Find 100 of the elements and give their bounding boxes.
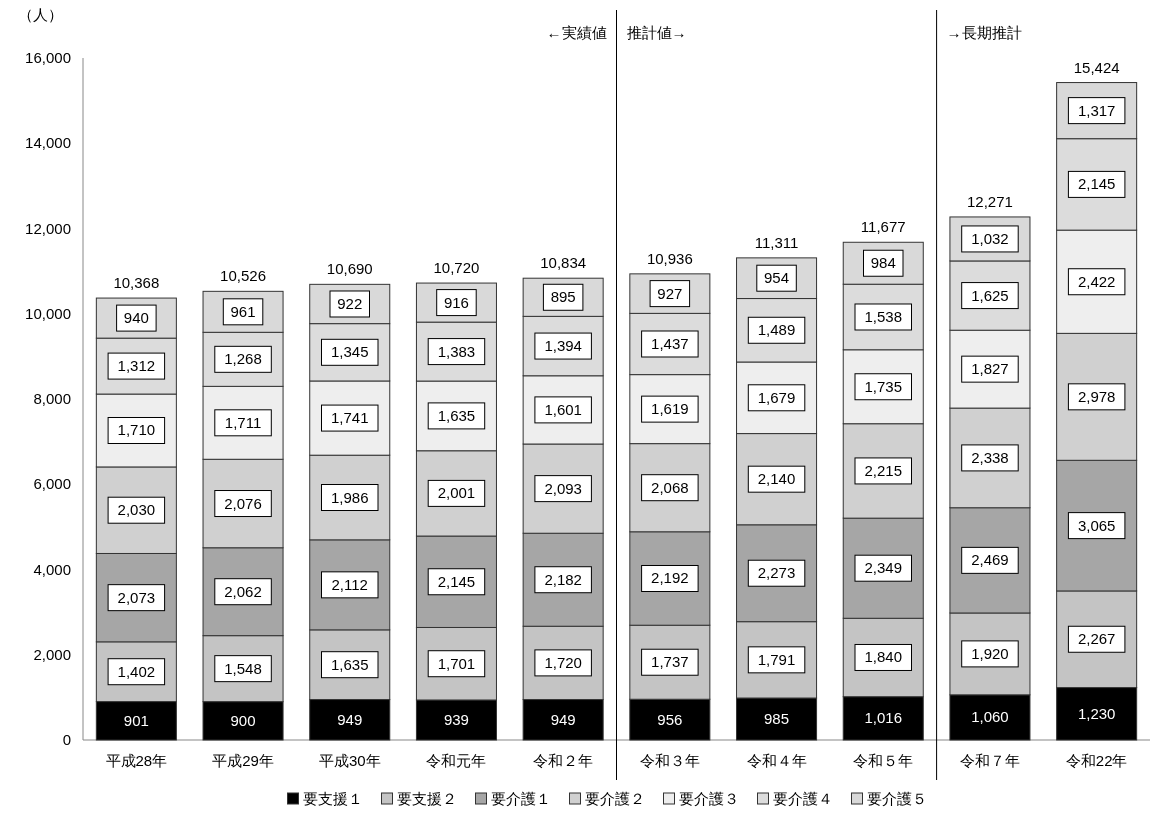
data-label: 2,030 <box>117 501 156 519</box>
x-tick-label: 令和７年 <box>959 752 1020 769</box>
data-label: 984 <box>870 254 896 272</box>
data-label: 2,349 <box>864 559 903 577</box>
total-label: 10,720 <box>433 259 480 277</box>
data-label: 895 <box>550 288 576 306</box>
data-label: 954 <box>764 269 790 287</box>
data-label: 1,016 <box>864 709 903 727</box>
data-label: 1,827 <box>971 360 1009 378</box>
x-tick-label: 平成28年 <box>105 752 168 769</box>
data-label: 2,093 <box>544 479 582 497</box>
data-label: 1,625 <box>971 286 1009 304</box>
y-tick-label: 0 <box>62 731 71 748</box>
data-label: 2,182 <box>544 570 582 588</box>
y-axis-title: （人） <box>17 6 63 23</box>
data-label: 949 <box>337 710 363 728</box>
data-label: 3,065 <box>1077 516 1116 534</box>
data-label: 2,001 <box>437 484 476 502</box>
data-label: 956 <box>657 710 683 728</box>
data-label: 922 <box>337 294 363 312</box>
total-label: 10,368 <box>113 274 160 292</box>
data-label: 1,345 <box>330 343 369 361</box>
x-tick-label: 令和５年 <box>853 752 914 769</box>
data-label: 985 <box>764 710 790 728</box>
data-label: 2,273 <box>757 564 796 582</box>
x-tick-label: 令和２年 <box>533 752 594 769</box>
text: →長期推計 <box>946 24 1022 41</box>
x-tick-label: 令和22年 <box>1065 752 1128 769</box>
data-label: 1,840 <box>864 648 903 666</box>
data-label: 2,140 <box>757 470 796 488</box>
data-label: 927 <box>657 284 683 302</box>
data-label: 961 <box>230 302 256 320</box>
data-label: 1,737 <box>651 653 689 671</box>
data-label: 1,679 <box>757 388 796 406</box>
data-label: 900 <box>230 711 256 729</box>
y-tick-label: 6,000 <box>33 475 71 493</box>
legend-label: 要支援２ <box>396 790 457 807</box>
data-label: 1,920 <box>971 644 1009 662</box>
data-label: 2,215 <box>864 461 903 479</box>
data-label: 2,338 <box>971 448 1009 466</box>
data-label: 1,312 <box>117 357 156 375</box>
total-label: 10,526 <box>220 267 266 285</box>
data-label: 949 <box>550 710 576 728</box>
y-tick-label: 16,000 <box>25 49 71 66</box>
total-label: 15,424 <box>1073 58 1120 76</box>
text: ←実績値 <box>546 24 607 41</box>
total-label: 11,311 <box>754 233 799 251</box>
x-tick-label: 平成30年 <box>318 752 381 769</box>
total-label: 10,936 <box>646 249 693 267</box>
data-label: 2,062 <box>224 582 262 600</box>
data-label: 1,032 <box>971 229 1009 247</box>
legend-label: 要支援１ <box>302 790 363 807</box>
data-label: 1,060 <box>971 708 1009 726</box>
data-label: 1,635 <box>437 406 476 424</box>
y-tick-label: 14,000 <box>25 134 71 152</box>
data-label: 1,701 <box>437 654 476 672</box>
y-tick-label: 4,000 <box>33 560 71 578</box>
data-label: 1,720 <box>544 653 582 671</box>
text: 推計値→ <box>626 24 687 41</box>
data-label: 1,741 <box>330 409 369 427</box>
data-label: 1,711 <box>224 413 262 431</box>
x-tick-label: 令和４年 <box>746 752 807 769</box>
total-label: 11,677 <box>860 218 906 236</box>
data-label: 1,230 <box>1077 704 1116 722</box>
data-label: 1,635 <box>330 655 369 673</box>
total-label: 12,271 <box>967 192 1013 210</box>
x-tick-label: 令和３年 <box>639 752 700 769</box>
x-tick-label: 平成29年 <box>212 752 274 769</box>
data-label: 1,619 <box>651 400 689 418</box>
data-label: 2,469 <box>971 551 1009 569</box>
data-label: 2,145 <box>1077 175 1116 193</box>
legend-label: 要介護１ <box>490 790 551 807</box>
y-tick-label: 8,000 <box>33 390 71 407</box>
x-tick-label: 令和元年 <box>426 752 487 769</box>
data-label: 1,437 <box>651 334 689 352</box>
data-label: 939 <box>443 710 469 728</box>
data-label: 2,978 <box>1077 387 1116 405</box>
legend-label: 要介護４ <box>772 790 833 807</box>
data-label: 1,268 <box>224 350 262 368</box>
data-label: 1,986 <box>330 488 369 506</box>
data-label: 1,402 <box>117 662 156 680</box>
data-label: 2,422 <box>1077 272 1116 290</box>
data-label: 1,710 <box>117 421 156 439</box>
data-label: 2,076 <box>224 494 262 512</box>
y-tick-label: 2,000 <box>33 645 71 663</box>
data-label: 2,068 <box>651 478 689 496</box>
data-label: 1,548 <box>224 659 262 677</box>
data-label: 1,383 <box>437 342 476 360</box>
data-label: 1,489 <box>757 321 796 339</box>
data-label: 2,192 <box>651 569 689 587</box>
data-label: 1,791 <box>757 650 796 668</box>
data-label: 1,394 <box>544 337 582 355</box>
total-label: 10,690 <box>326 260 373 278</box>
legend-label: 要介護５ <box>866 790 927 807</box>
data-label: 2,267 <box>1077 630 1116 648</box>
legend-label: 要介護３ <box>678 790 739 807</box>
total-label: 10,834 <box>540 254 587 272</box>
data-label: 1,317 <box>1077 101 1116 119</box>
legend-label: 要介護２ <box>584 790 645 807</box>
data-label: 1,538 <box>864 307 903 325</box>
